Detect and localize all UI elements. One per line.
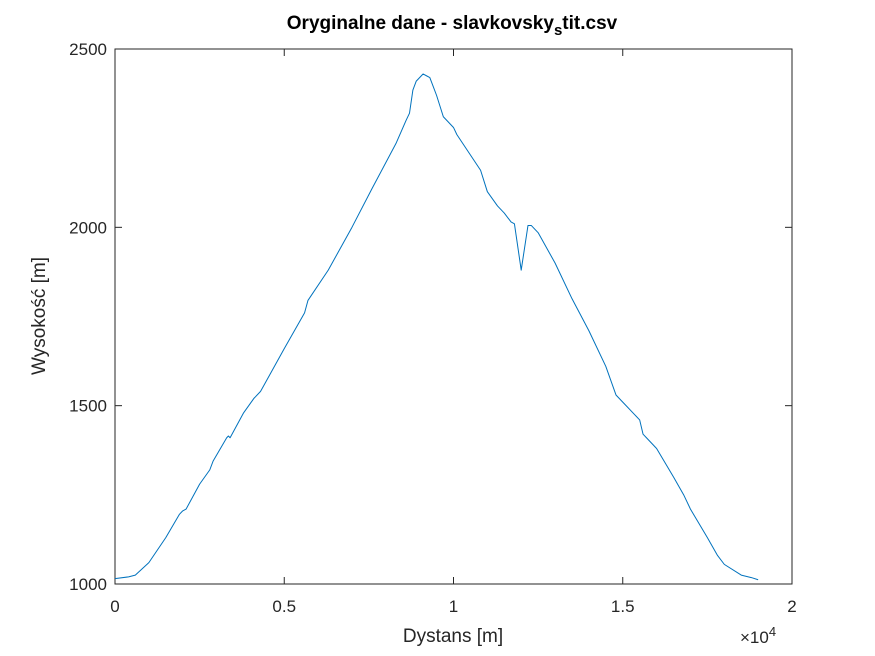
- y-tick-label: 1500: [69, 397, 107, 416]
- y-axis-ticks: 1000 1500 2000 2500: [69, 40, 792, 594]
- plot-area: [114, 48, 793, 585]
- y-axis-label: Wysokość [m]: [29, 257, 50, 375]
- x-axis-exponent-power: 4: [769, 624, 776, 639]
- y-tick-label: 1000: [69, 575, 107, 594]
- x-tick-label: 0: [110, 597, 119, 616]
- x-tick-label: 2: [787, 597, 796, 616]
- chart-title: Oryginalne dane - slavkovskystit.csv: [287, 13, 618, 39]
- x-tick-label: 1.5: [611, 597, 635, 616]
- chart-title-main: Oryginalne dane - slavkovsky: [287, 13, 555, 34]
- chart-title-rest: tit.csv: [562, 13, 617, 34]
- x-tick-label: 0.5: [272, 597, 296, 616]
- x-tick-label: 1: [449, 597, 458, 616]
- y-tick-label: 2000: [69, 218, 107, 237]
- x-axis-exponent: ×104: [740, 624, 776, 647]
- series-line: [114, 73, 759, 581]
- y-tick-label: 2500: [69, 40, 107, 59]
- x-axis-exponent-base: ×10: [740, 628, 769, 647]
- series-layer: [114, 73, 759, 581]
- x-axis-ticks: 0 0.5 1 1.5 2: [110, 49, 797, 616]
- chart-title-subscript: s: [554, 22, 562, 39]
- x-axis-label: Dystans [m]: [403, 626, 503, 647]
